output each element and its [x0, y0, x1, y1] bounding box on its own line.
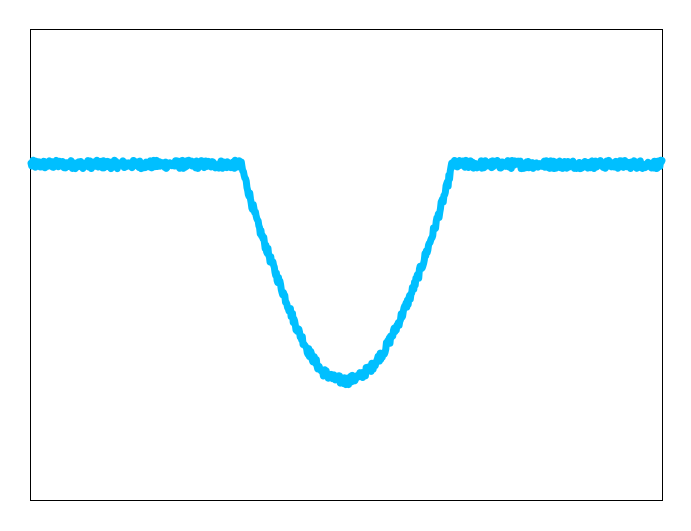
plot-area-frame: [30, 29, 663, 501]
series-line-0: [27, 156, 666, 389]
series-layer: [27, 156, 666, 389]
